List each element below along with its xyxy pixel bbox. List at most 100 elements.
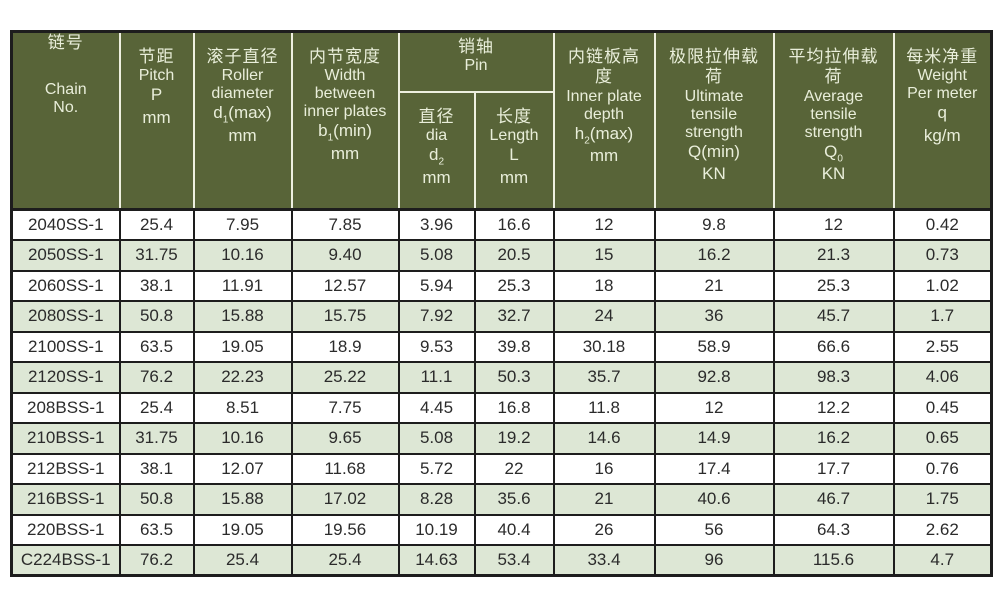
cell-pin_length_l_mm: 50.3: [473, 361, 555, 394]
header-symbol-pin-dia: d2: [428, 144, 444, 168]
cell-width_inner_plates_b1min_mm: 12.57: [290, 269, 400, 302]
cell-weight_per_meter_q_kgm: 1.75: [892, 483, 993, 516]
cell-pitch_p_mm: 38.1: [118, 452, 195, 485]
cell-pitch_p_mm: 38.1: [118, 269, 195, 302]
header-cn-weight: 每米净重: [906, 47, 979, 66]
cell-pitch_p_mm: 50.8: [118, 300, 195, 333]
table-row: 210BSS-1 31.75 10.16 9.65 5.08 19.2 14.6 14.9 16…: [10, 422, 993, 455]
cell-pin_length_l_mm: 35.6: [473, 483, 555, 516]
header-unit-roller: mm: [228, 126, 257, 146]
header-unit-depth: mm: [589, 146, 619, 166]
cell-pin_length_l_mm: 20.5: [473, 239, 555, 272]
cell-inner_plate_depth_h2max_mm: 30.18: [552, 330, 656, 363]
header-cn-pin-dia: 直径: [418, 106, 455, 126]
cell-weight_per_meter_q_kgm: 0.45: [892, 391, 993, 424]
col-header-weight-per-meter: 每米净重 Weight Per meter q kg/m: [892, 30, 993, 211]
table-row: 2100SS-1 63.5 19.05 18.9 9.53 39.8 30.18 58.9 66…: [10, 330, 993, 363]
cell-pitch_p_mm: 76.2: [118, 361, 195, 394]
cell-pin_dia_d2_mm: 7.92: [397, 300, 476, 333]
cell-average_tensile_q0_kn: 64.3: [772, 513, 895, 546]
cell-average_tensile_q0_kn: 98.3: [772, 361, 895, 394]
cell-weight_per_meter_q_kgm: 0.76: [892, 452, 993, 485]
table-row: 2060SS-1 38.1 11.91 12.57 5.94 25.3 18 21 25.3 1.…: [10, 269, 993, 302]
cell-ultimate_tensile_qmin_kn: 12: [653, 391, 775, 424]
cell-roller_diameter_d1max_mm: 10.16: [192, 422, 293, 455]
cell-pin_length_l_mm: 25.3: [473, 269, 555, 302]
table-row: 208BSS-1 25.4 8.51 7.75 4.45 16.8 11.8 12 12.2 0.…: [10, 391, 993, 424]
cell-average_tensile_q0_kn: 115.6: [772, 544, 895, 577]
cell-roller_diameter_d1max_mm: 8.51: [192, 391, 293, 424]
header-symbol-ultimate: Q(min): [688, 141, 740, 161]
cell-pitch_p_mm: 76.2: [118, 544, 195, 577]
cell-width_inner_plates_b1min_mm: 7.85: [290, 208, 400, 241]
header-cn-pin: 销轴: [458, 37, 494, 56]
header-en-width: Width between inner plates: [303, 67, 387, 121]
cell-inner_plate_depth_h2max_mm: 12: [552, 208, 656, 241]
table-row: 212BSS-1 38.1 12.07 11.68 5.72 22 16 17.4 17.7 0.…: [10, 452, 993, 485]
cell-ultimate_tensile_qmin_kn: 40.6: [653, 483, 775, 516]
table-body: 2040SS-1 25.4 7.95 7.85 3.96 16.6 12 9.8 12 0.42 2…: [10, 208, 993, 577]
cell-pitch_p_mm: 31.75: [118, 422, 195, 455]
cell-chain_no: C224BSS-1: [10, 544, 121, 577]
header-en-average: Average tensile strength: [803, 87, 864, 141]
table-row: C224BSS-1 76.2 25.4 25.4 14.63 53.4 33.4 96 115.…: [10, 544, 993, 577]
cell-weight_per_meter_q_kgm: 0.42: [892, 208, 993, 241]
cell-inner_plate_depth_h2max_mm: 16: [552, 452, 656, 485]
table-row: 216BSS-1 50.8 15.88 17.02 8.28 35.6 21 40.6 46.7…: [10, 483, 993, 516]
header-symbol-average: Q0: [824, 141, 843, 164]
cell-weight_per_meter_q_kgm: 2.55: [892, 330, 993, 363]
cell-weight_per_meter_q_kgm: 0.73: [892, 239, 993, 272]
header-symbol-pitch: P: [150, 85, 163, 105]
table-row: 2050SS-1 31.75 10.16 9.40 5.08 20.5 15 16.2 21.3…: [10, 239, 993, 272]
header-symbol-pin-length: L: [509, 144, 519, 164]
header-symbol-weight: q: [937, 103, 947, 123]
cell-chain_no: 210BSS-1: [10, 422, 121, 455]
cell-chain_no: 2100SS-1: [10, 330, 121, 363]
cell-pin_length_l_mm: 16.8: [473, 391, 555, 424]
cell-pin_length_l_mm: 40.4: [473, 513, 555, 546]
cell-width_inner_plates_b1min_mm: 15.75: [290, 300, 400, 333]
cell-weight_per_meter_q_kgm: 2.62: [892, 513, 993, 546]
header-symbol-roller: d1(max): [213, 103, 272, 126]
header-unit-pin-length: mm: [499, 167, 529, 187]
cell-roller_diameter_d1max_mm: 11.91: [192, 269, 293, 302]
col-header-average-tensile: 平均拉伸载 荷 Average tensile strength Q0 KN: [772, 30, 895, 211]
cell-roller_diameter_d1max_mm: 15.88: [192, 300, 293, 333]
cell-chain_no: 2040SS-1: [10, 208, 121, 241]
cell-width_inner_plates_b1min_mm: 11.68: [290, 452, 400, 485]
cell-chain_no: 2080SS-1: [10, 300, 121, 333]
cell-chain_no: 208BSS-1: [10, 391, 121, 424]
cell-pin_length_l_mm: 22: [473, 452, 555, 485]
cell-pin_dia_d2_mm: 14.63: [397, 544, 476, 577]
col-header-width-inner-plates: 内节宽度 Width between inner plates b1(min) …: [290, 30, 400, 211]
cell-ultimate_tensile_qmin_kn: 36: [653, 300, 775, 333]
cell-pin_length_l_mm: 16.6: [473, 208, 555, 241]
cell-pin_length_l_mm: 39.8: [473, 330, 555, 363]
cell-pin_length_l_mm: 19.2: [473, 422, 555, 455]
header-unit-pin-dia: mm: [422, 167, 451, 187]
table-row: 2080SS-1 50.8 15.88 15.75 7.92 32.7 24 36 45.7 1.…: [10, 300, 993, 333]
cell-width_inner_plates_b1min_mm: 19.56: [290, 513, 400, 546]
col-header-chain-no: 链号 Chain No.: [10, 30, 121, 211]
header-cn-ultimate: 极限拉伸载 荷: [669, 47, 759, 87]
cell-pitch_p_mm: 63.5: [118, 330, 195, 363]
cell-ultimate_tensile_qmin_kn: 17.4: [653, 452, 775, 485]
cell-chain_no: 2120SS-1: [10, 361, 121, 394]
cell-roller_diameter_d1max_mm: 25.4: [192, 544, 293, 577]
header-cn-depth: 内链板高 度: [567, 47, 640, 87]
cell-chain_no: 2050SS-1: [10, 239, 121, 272]
cell-pin_dia_d2_mm: 5.08: [397, 422, 476, 455]
col-header-pitch: 节距 Pitch P mm: [118, 30, 195, 211]
col-header-inner-plate-depth: 内链板高 度 Inner plate depth h2(max) mm: [552, 30, 656, 211]
table-row: 2040SS-1 25.4 7.95 7.85 3.96 16.6 12 9.8 12 0.42: [10, 208, 993, 241]
cell-chain_no: 216BSS-1: [10, 483, 121, 516]
cell-pin_dia_d2_mm: 4.45: [397, 391, 476, 424]
cell-roller_diameter_d1max_mm: 19.05: [192, 513, 293, 546]
cell-pitch_p_mm: 63.5: [118, 513, 195, 546]
cell-average_tensile_q0_kn: 12: [772, 208, 895, 241]
cell-inner_plate_depth_h2max_mm: 24: [552, 300, 656, 333]
header-unit-pitch: mm: [142, 108, 171, 128]
cell-width_inner_plates_b1min_mm: 9.40: [290, 239, 400, 272]
header-unit-average: KN: [821, 164, 846, 184]
